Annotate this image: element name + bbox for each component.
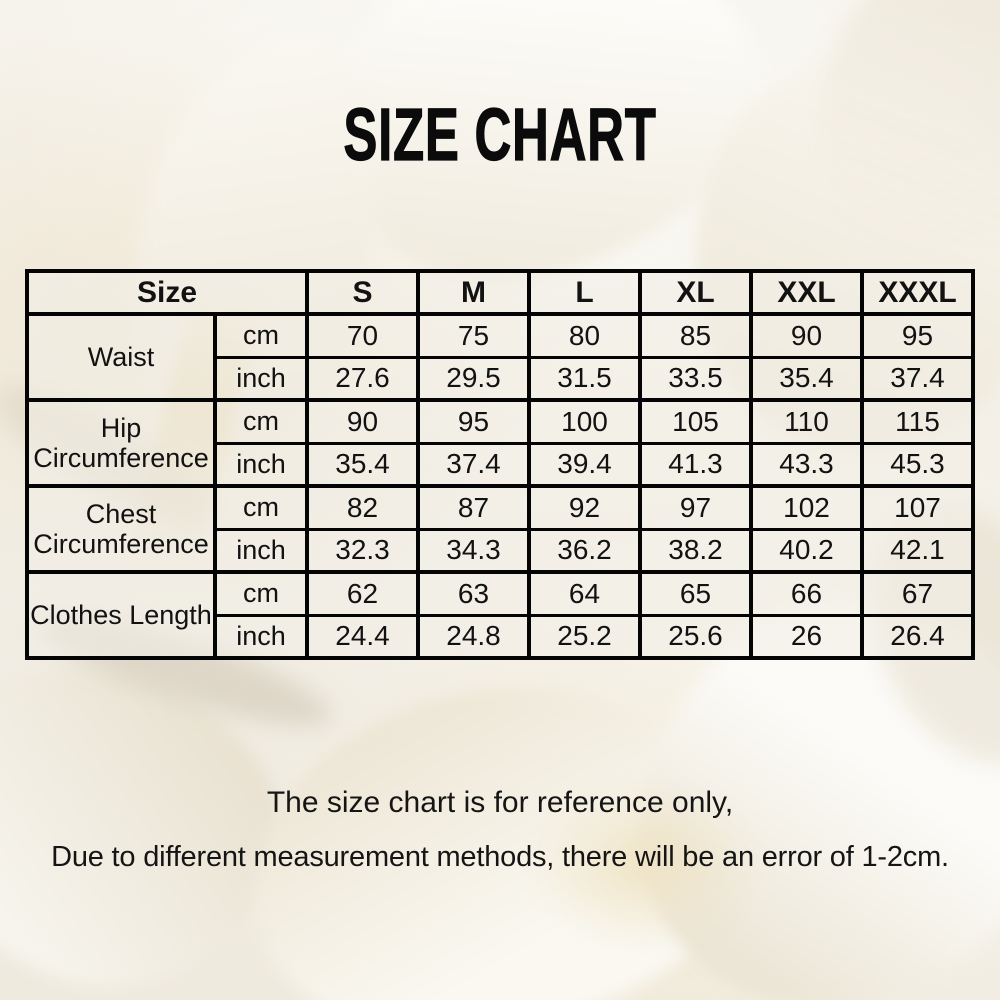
size-column-header-xxxl: XXXL	[860, 269, 975, 316]
table-row-waist-cm: Waist cm 70 75 80 85 90 95	[25, 312, 975, 402]
value-cell: 24.8	[416, 613, 531, 660]
value-cell: 36.2	[527, 527, 642, 574]
table-header-row: Size S M L XL XXL XXXL	[25, 269, 975, 316]
value-cell: 66	[749, 570, 864, 617]
value-cell: 26	[749, 613, 864, 660]
unit-label-cm: cm	[213, 570, 309, 617]
measure-label-chest: Chest Circumference	[25, 484, 217, 574]
table-row-length-cm: Clothes Length cm 62 63 64 65 66 67	[25, 570, 975, 660]
value-cell: 33.5	[638, 355, 753, 402]
table-row-waist-inch: inch 27.6 29.5 31.5 33.5 35.4 37.4	[27, 355, 975, 402]
unit-label-cm: cm	[213, 484, 309, 531]
value-cell: 97	[638, 484, 753, 531]
value-cell: 87	[416, 484, 531, 531]
value-cell: 70	[305, 312, 420, 359]
value-cell: 107	[860, 484, 975, 531]
size-column-header-m: M	[416, 269, 531, 316]
size-column-header-s: S	[305, 269, 420, 316]
value-cell: 110	[749, 398, 864, 445]
value-cell: 41.3	[638, 441, 753, 488]
value-cell: 35.4	[305, 441, 420, 488]
value-cell: 64	[527, 570, 642, 617]
value-cell: 90	[305, 398, 420, 445]
size-corner-header: Size	[25, 269, 309, 316]
table-row-length-inch: inch 24.4 24.8 25.2 25.6 26 26.4	[27, 613, 975, 660]
value-cell: 95	[416, 398, 531, 445]
value-cell: 40.2	[749, 527, 864, 574]
value-cell: 38.2	[638, 527, 753, 574]
value-cell: 102	[749, 484, 864, 531]
footer-note-line2: Due to different measurement methods, th…	[51, 841, 949, 873]
unit-label-inch: inch	[213, 527, 309, 574]
value-cell: 24.4	[305, 613, 420, 660]
unit-label-inch: inch	[213, 613, 309, 660]
unit-label-cm: cm	[213, 312, 309, 359]
value-cell: 42.1	[860, 527, 975, 574]
value-cell: 34.3	[416, 527, 531, 574]
value-cell: 62	[305, 570, 420, 617]
value-cell: 67	[860, 570, 975, 617]
measure-label-clothes-length: Clothes Length	[25, 570, 217, 660]
measure-label-waist: Waist	[25, 312, 217, 402]
value-cell: 100	[527, 398, 642, 445]
table-row-hip-cm: Hip Circumference cm 90 95 100 105 110 1…	[25, 398, 975, 488]
unit-label-inch: inch	[213, 441, 309, 488]
value-cell: 65	[638, 570, 753, 617]
value-cell: 80	[527, 312, 642, 359]
value-cell: 92	[527, 484, 642, 531]
size-chart-table: Size S M L XL XXL XXXL Waist cm 70 75 80…	[25, 269, 975, 660]
value-cell: 25.6	[638, 613, 753, 660]
flower-center-cream	[530, 780, 760, 950]
value-cell: 75	[416, 312, 531, 359]
value-cell: 85	[638, 312, 753, 359]
value-cell: 32.3	[305, 527, 420, 574]
value-cell: 45.3	[860, 441, 975, 488]
size-column-header-l: L	[527, 269, 642, 316]
value-cell: 27.6	[305, 355, 420, 402]
unit-label-cm: cm	[213, 398, 309, 445]
value-cell: 39.4	[527, 441, 642, 488]
value-cell: 105	[638, 398, 753, 445]
value-cell: 115	[860, 398, 975, 445]
table-row-chest-cm: Chest Circumference cm 82 87 92 97 102 1…	[25, 484, 975, 574]
value-cell: 63	[416, 570, 531, 617]
value-cell: 29.5	[416, 355, 531, 402]
size-column-header-xl: XL	[638, 269, 753, 316]
size-column-header-xxl: XXL	[749, 269, 864, 316]
page-title: SIZE CHART	[343, 92, 657, 176]
value-cell: 82	[305, 484, 420, 531]
value-cell: 26.4	[860, 613, 975, 660]
unit-label-inch: inch	[213, 355, 309, 402]
value-cell: 31.5	[527, 355, 642, 402]
measure-label-hip: Hip Circumference	[25, 398, 217, 488]
table-row-chest-inch: inch 32.3 34.3 36.2 38.2 40.2 42.1	[27, 527, 975, 574]
value-cell: 90	[749, 312, 864, 359]
value-cell: 95	[860, 312, 975, 359]
value-cell: 43.3	[749, 441, 864, 488]
value-cell: 35.4	[749, 355, 864, 402]
value-cell: 37.4	[860, 355, 975, 402]
value-cell: 37.4	[416, 441, 531, 488]
value-cell: 25.2	[527, 613, 642, 660]
table-row-hip-inch: inch 35.4 37.4 39.4 41.3 43.3 45.3	[27, 441, 975, 488]
footer-note-line1: The size chart is for reference only,	[266, 786, 734, 819]
